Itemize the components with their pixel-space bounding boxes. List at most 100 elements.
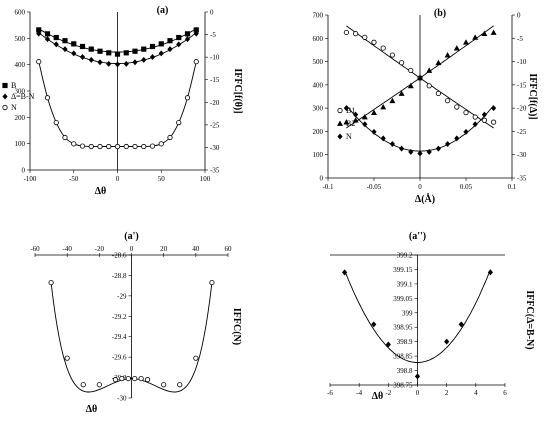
- panel-a-series-0-point: [36, 27, 42, 33]
- panel-a-x-tick-label: -100: [24, 175, 37, 183]
- panel-a2-panel-label: (a''): [409, 231, 426, 242]
- panel-b-series-0-point: [444, 98, 451, 104]
- panel-a2-series-0-point: [487, 269, 494, 276]
- panel-b-y-left-tick-label: 100: [313, 151, 324, 159]
- panel-a-series-0-point: [114, 51, 121, 57]
- panel-b-y-left-tick-label: 600: [313, 35, 324, 43]
- panel-b-y-right-tick-label: -20: [517, 105, 527, 113]
- panel-a-series-0-point: [79, 43, 86, 50]
- panel-a-series-1-point: [53, 41, 59, 48]
- panel-a-series-1-point: [141, 56, 147, 63]
- panel-a2-series-0-point: [458, 321, 464, 328]
- panel-a-y-right-tick-label: 0: [210, 9, 214, 17]
- panel-a2-series-0-point: [414, 373, 421, 380]
- panel-b-series-0-point: [343, 29, 349, 36]
- panel-a-series-2-point: [53, 120, 59, 126]
- panel-a-legend-0-marker: [2, 82, 8, 89]
- panel-a1-series-0-point: [138, 375, 144, 382]
- panel-a1-series-0-point: [144, 377, 151, 383]
- panel-b-y-right-tick-label: -15: [517, 81, 527, 89]
- panel-a2-series-0-point: [341, 269, 348, 276]
- panel-a1-series-0-point: [125, 375, 131, 382]
- panel-a2-x-tick-label: 4: [474, 389, 478, 397]
- panel-b-series-1-point: [463, 39, 469, 45]
- panel-b-series-1-point: [380, 103, 387, 110]
- panel-b-series-2-point: [454, 135, 460, 142]
- panel-a2-x-axis-title: Δθ: [372, 391, 384, 402]
- panel-a1-series-0-line: [50, 282, 213, 393]
- panel-a2-y-tick-label: 398.8: [397, 367, 413, 375]
- panel-b-legend-0-marker: [337, 107, 343, 114]
- panel-a-series-0-point: [44, 31, 51, 37]
- panel-a-series-2-point: [132, 143, 138, 150]
- panel-a-series-1-point: [44, 36, 51, 43]
- panel-b-y-left-tick-label: 0: [320, 175, 324, 183]
- panel-b-x-tick-label: -0.1: [322, 183, 334, 191]
- panel-a1-y-tick-label: -29.2: [112, 313, 127, 321]
- panel-a-series-0-point: [158, 41, 164, 47]
- panel-b-legend-1-label: B2: [346, 119, 355, 128]
- panel-a-series-2-point: [36, 59, 42, 65]
- panel-a-series-2-point: [106, 143, 112, 150]
- panel-a1-series-0-point: [161, 382, 167, 388]
- panel-a-series-1-point: [114, 61, 121, 68]
- panel-a-y-left-tick-label: 0: [22, 167, 26, 175]
- panel-a2-y-tick-label: 399.15: [393, 266, 413, 274]
- panel-a-y-right-tick-label: -35: [210, 167, 220, 175]
- panel-a-y-right-tick-label: -5: [210, 31, 216, 39]
- panel-a1-series-0-point: [64, 355, 70, 361]
- panel-a1-series-0-point: [177, 382, 183, 388]
- panel-b-series-2-point: [380, 135, 386, 142]
- panel-b-series-2-point: [399, 145, 405, 152]
- panel-a-series-1-point: [79, 54, 86, 61]
- panel-a2-y-axis-title: IFFC(Δ=B-N): [524, 290, 535, 349]
- panel-a-series-2-point: [123, 143, 129, 150]
- panel-a2-series-0-point: [444, 338, 450, 345]
- panel-a-y-left-tick-label: 500: [15, 35, 26, 43]
- panel-a-x-tick-label: -50: [69, 175, 79, 183]
- panel-a-x-tick-label: 0: [116, 175, 120, 183]
- panel-a1-x-tick-label: -20: [95, 245, 105, 253]
- panel-a1-x-tick-label: -40: [62, 245, 72, 253]
- panel-a1-x-tick-label: 40: [192, 245, 200, 253]
- panel-a1-series-0-point: [119, 375, 125, 382]
- panel-a-series-1-point: [123, 60, 129, 67]
- panel-a-x-axis-title: Δθ: [95, 186, 107, 197]
- panel-b-x-tick-label: 0.1: [508, 183, 517, 191]
- panel-a-series-1-point: [71, 50, 77, 57]
- panel-a-series-2-point: [97, 143, 103, 150]
- panel-b-series-0-point: [398, 60, 405, 66]
- panel-a-y-right-tick-label: -10: [210, 54, 220, 62]
- panel-a-x-tick-label: 100: [200, 175, 211, 183]
- panel-a-y-left-tick-label: 100: [15, 140, 26, 148]
- panel-b-series-0-point: [362, 34, 368, 40]
- panel-a2-series-0-point: [371, 321, 377, 328]
- panel-b-series-2-point: [343, 105, 349, 112]
- panel-a-x-tick-label: 50: [158, 175, 166, 183]
- panel-a-series-2-point: [88, 143, 94, 150]
- panel-a-legend-0-label: B: [11, 81, 16, 90]
- panel-a2-x-tick-label: 0: [416, 389, 420, 397]
- panel-a-series-1-point: [36, 30, 42, 37]
- panel-b-series-1-point: [435, 59, 442, 66]
- panel-b-x-tick-label: 0: [418, 183, 422, 191]
- panel-b-series-0-point: [389, 52, 395, 58]
- panel-b-series-2-point: [389, 141, 395, 148]
- panel-b-series-2-point: [445, 141, 451, 148]
- panel-b-y-left-tick-label: 500: [313, 58, 324, 66]
- panel-b-series-0-point: [481, 117, 487, 123]
- panel-a1-series-0-point: [132, 375, 138, 382]
- panel-a2-y-tick-label: 398.75: [393, 382, 413, 390]
- panel-a-series-0-point: [184, 31, 191, 37]
- panel-b-series-0-point: [435, 90, 441, 97]
- panel-a1-y-tick-label: -29: [117, 292, 127, 300]
- panel-a2-x-tick-label: 2: [445, 389, 449, 397]
- panel-a2-y-tick-label: 398.85: [393, 353, 413, 361]
- panel-b-series-1-point: [426, 67, 433, 73]
- panel-b-series-1-point: [417, 74, 423, 81]
- panel-b-series-0-point: [352, 31, 359, 37]
- panel-a-series-1-point: [106, 60, 112, 67]
- panel-a1-x-tick-label: 20: [160, 245, 168, 253]
- panel-a-y-axis-title: IFFC[f(θ)]: [232, 68, 243, 113]
